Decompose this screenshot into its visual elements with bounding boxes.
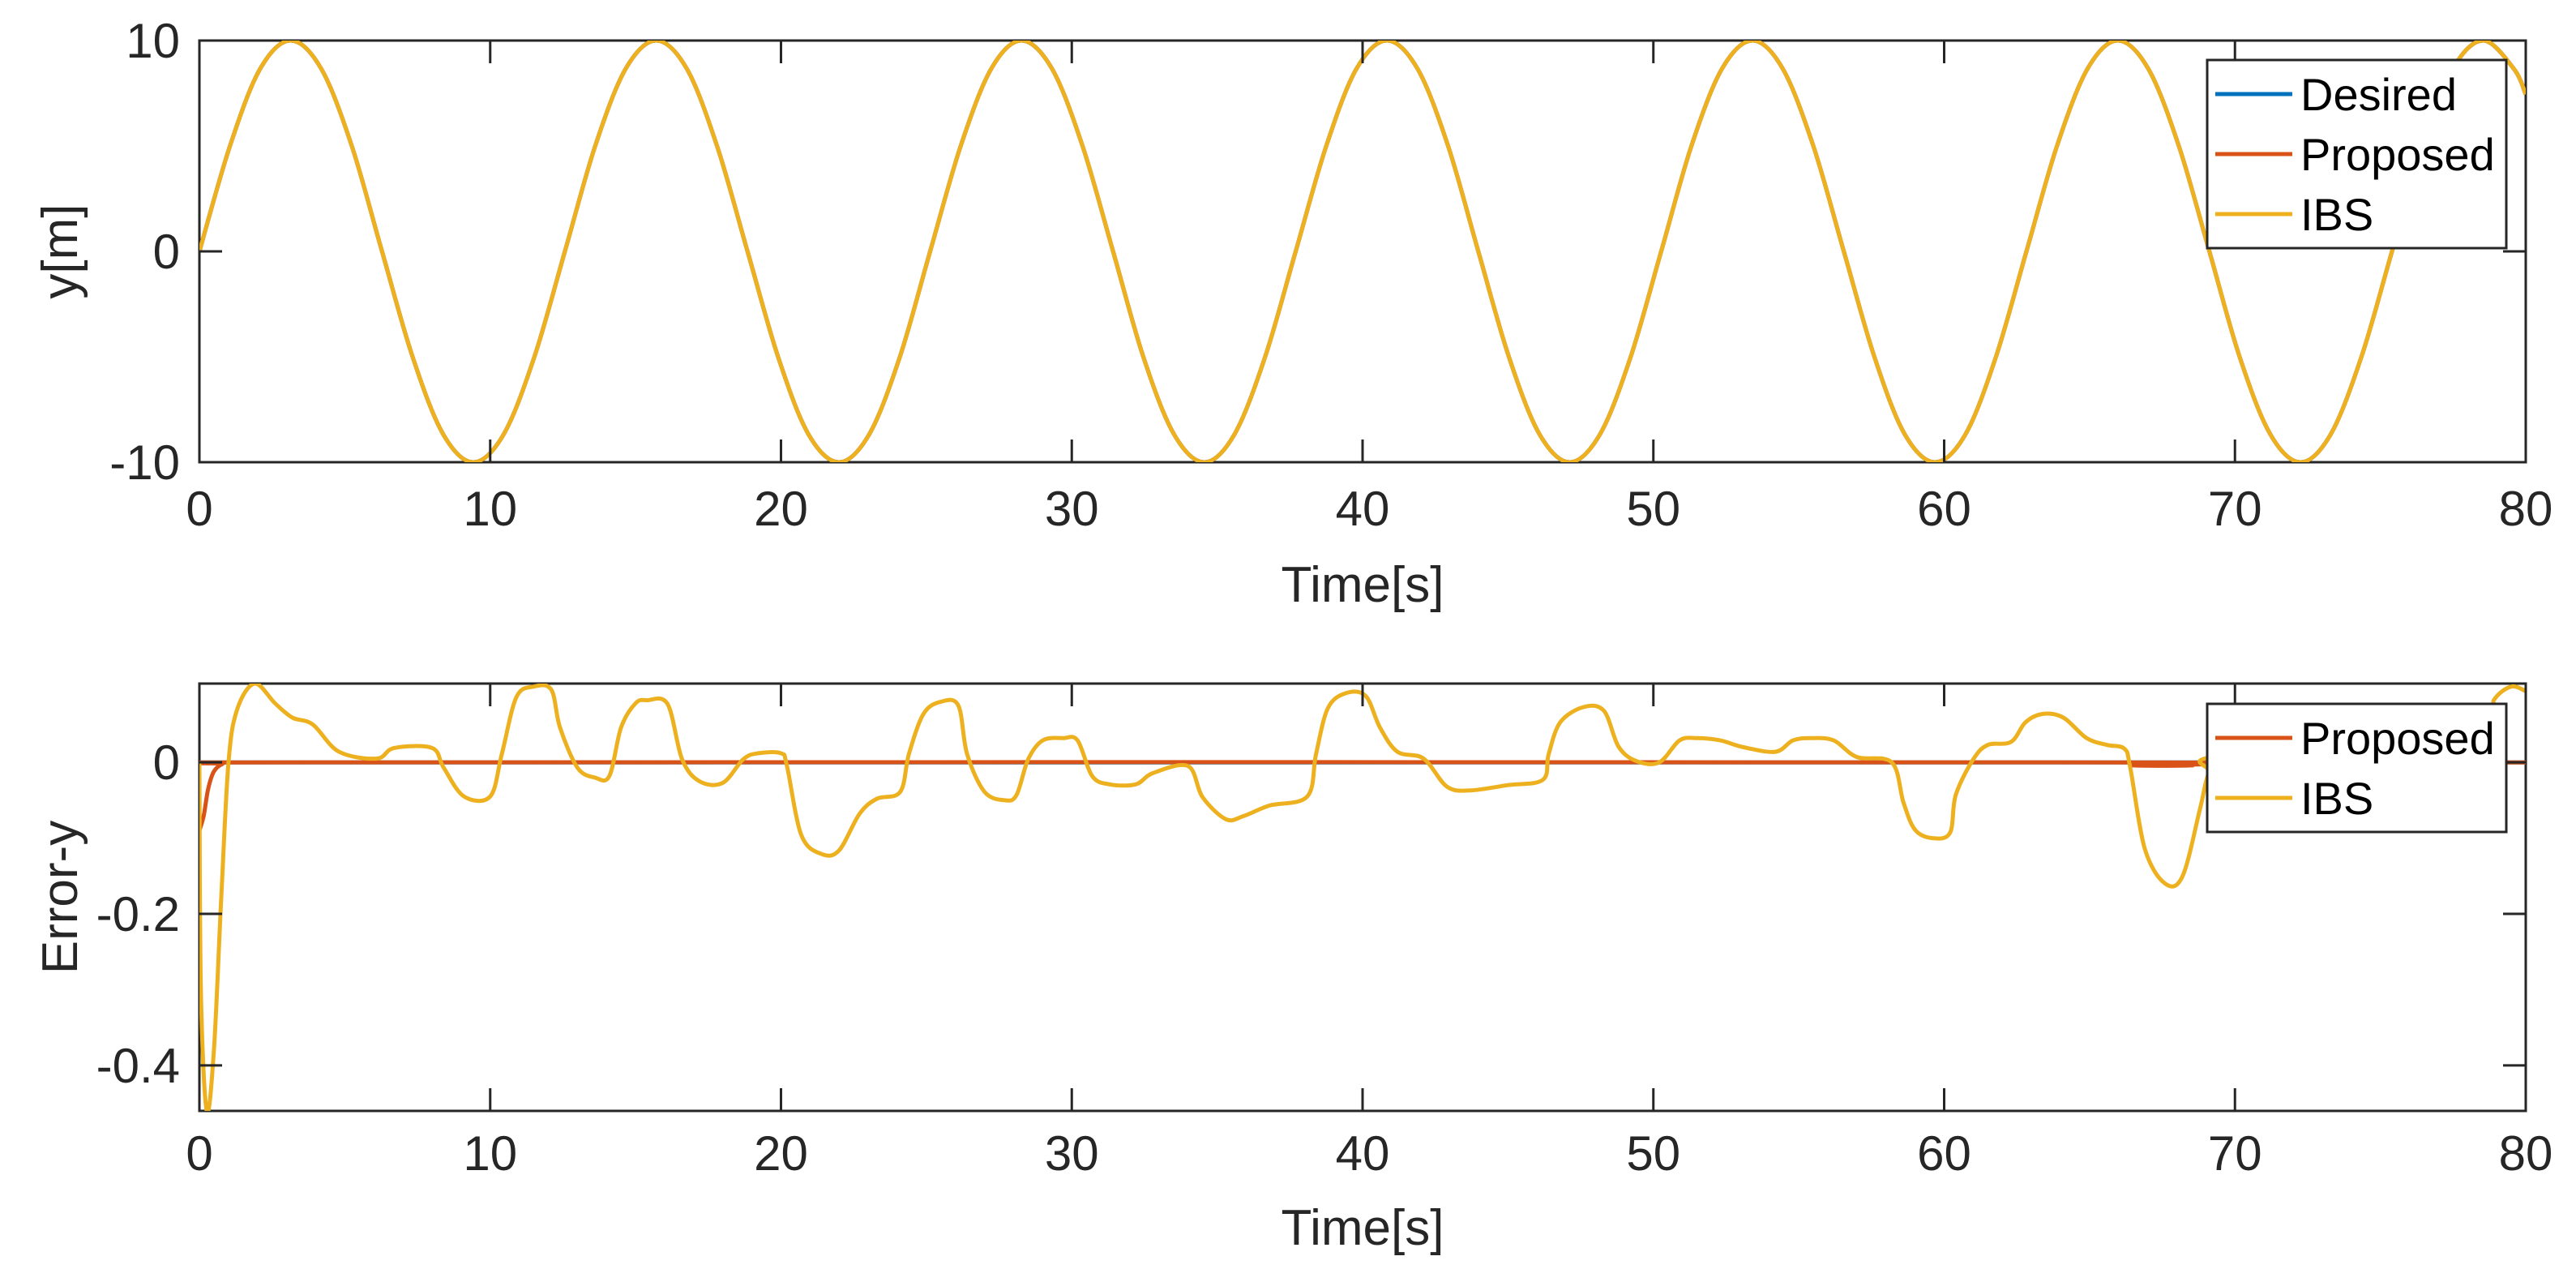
x-tick-label: 20 bbox=[754, 482, 808, 536]
x-tick-label: 70 bbox=[2208, 482, 2262, 536]
series-line-ibs bbox=[199, 684, 2526, 1111]
x-tick-label: 20 bbox=[754, 1126, 808, 1181]
y-tick-label: -0.2 bbox=[96, 887, 180, 941]
legend: Desired Proposed IBS bbox=[2206, 58, 2508, 250]
x-axis-label: Time[s] bbox=[1282, 557, 1444, 613]
x-tick-label: 0 bbox=[186, 482, 212, 536]
legend-label-proposed: Proposed bbox=[2300, 713, 2495, 764]
x-tick-label: 80 bbox=[2499, 1126, 2553, 1181]
x-tick-label: 50 bbox=[1626, 482, 1680, 536]
legend-label-ibs: IBS bbox=[2300, 189, 2373, 240]
series-line-ibs bbox=[199, 41, 2526, 462]
x-tick-label: 10 bbox=[463, 1126, 517, 1181]
axes-box bbox=[198, 39, 2527, 464]
y-axis-label: Error-y bbox=[32, 821, 88, 974]
x-tick-label: 40 bbox=[1336, 482, 1390, 536]
x-tick-label: 60 bbox=[1917, 482, 1971, 536]
x-tick-label: 70 bbox=[2208, 1126, 2262, 1181]
y-tick-label: 10 bbox=[126, 14, 180, 68]
legend-label-proposed: Proposed bbox=[2300, 129, 2495, 180]
x-tick-label: 10 bbox=[463, 482, 517, 536]
axes-box bbox=[198, 682, 2527, 1113]
x-axis-label: Time[s] bbox=[1282, 1200, 1444, 1256]
position-plot: 0 10 20 30 40 50 60 70 80-10010Time[s]y[m]Desire… bbox=[32, 14, 2552, 613]
x-tick-label: 80 bbox=[2499, 482, 2553, 536]
y-tick-label: 0 bbox=[153, 225, 180, 279]
legend-label-ibs: IBS bbox=[2300, 773, 2373, 824]
series-line-proposed bbox=[199, 760, 2526, 832]
y-axis-label: y[m] bbox=[32, 204, 88, 298]
y-tick-label: -0.4 bbox=[96, 1039, 180, 1093]
error-plot: 0 10 20 30 40 50 60 70 80 -0.4 -0.2 0 Time[s] Error-y… bbox=[32, 682, 2553, 1256]
legend-label-desired: Desired bbox=[2300, 69, 2457, 120]
series-group bbox=[199, 41, 2526, 462]
x-tick-label: 50 bbox=[1626, 1126, 1680, 1181]
x-tick-label: 60 bbox=[1917, 1126, 1971, 1181]
x-tick-label: 0 bbox=[186, 1126, 212, 1181]
series-group bbox=[199, 684, 2526, 1111]
x-tick-label: 40 bbox=[1336, 1126, 1390, 1181]
x-tick-label: 30 bbox=[1045, 1126, 1099, 1181]
x-tick-label: 30 bbox=[1045, 482, 1099, 536]
y-tick-label: 0 bbox=[153, 735, 180, 790]
legend-box bbox=[2206, 702, 2508, 834]
legend: Proposed IBS bbox=[2206, 702, 2508, 834]
y-tick-label: -10 bbox=[109, 435, 180, 490]
